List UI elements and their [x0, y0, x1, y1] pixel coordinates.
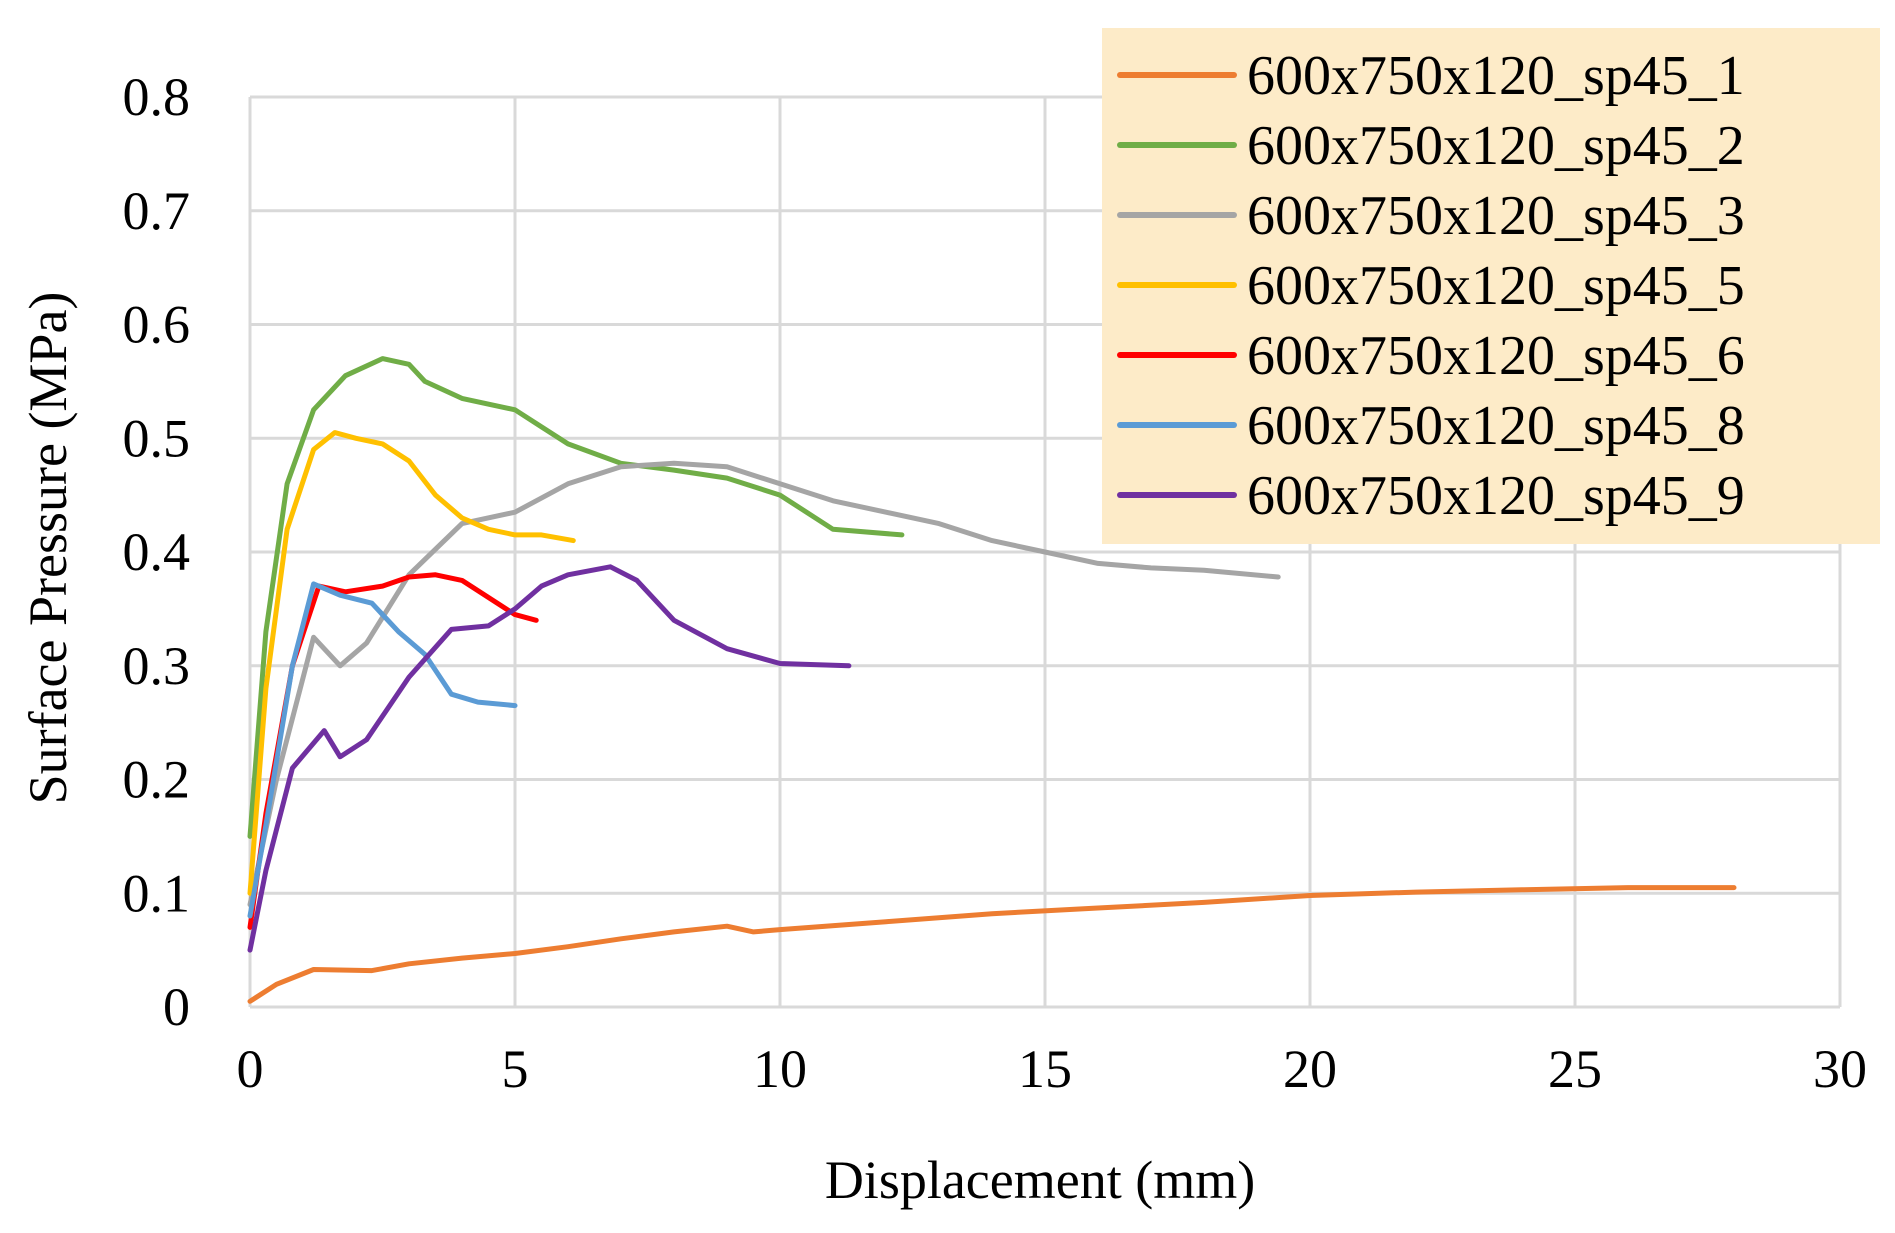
legend-label-1: 600x750x120_sp45_1 — [1247, 45, 1745, 107]
y-tick-label: 0.1 — [123, 863, 191, 923]
legend-label-7: 600x750x120_sp45_9 — [1247, 465, 1745, 527]
legend-label-3: 600x750x120_sp45_3 — [1247, 185, 1745, 247]
series-line-1 — [247, 885, 1737, 1004]
x-tick-label: 30 — [1813, 1039, 1867, 1099]
x-tick-label: 0 — [237, 1039, 264, 1099]
y-tick-label: 0.3 — [123, 636, 191, 696]
series-line-7 — [247, 564, 852, 953]
legend-label-5: 600x750x120_sp45_6 — [1247, 325, 1745, 387]
legend-label-4: 600x750x120_sp45_5 — [1247, 255, 1745, 317]
y-tick-label: 0.7 — [123, 181, 191, 241]
x-axis-title: Displacement (mm) — [825, 1150, 1255, 1210]
y-tick-label: 0.5 — [123, 408, 191, 468]
x-tick-label: 25 — [1548, 1039, 1602, 1099]
series-line-3 — [247, 460, 1281, 908]
y-tick-label: 0.2 — [123, 750, 191, 810]
x-tick-label: 15 — [1018, 1039, 1072, 1099]
x-tick-label: 20 — [1283, 1039, 1337, 1099]
y-tick-label: 0 — [163, 977, 190, 1037]
y-tick-label: 0.4 — [123, 522, 191, 582]
series-line-6 — [247, 581, 518, 919]
series-line-4 — [247, 430, 576, 896]
series-lines — [247, 356, 1737, 1004]
legend-label-6: 600x750x120_sp45_8 — [1247, 395, 1745, 457]
series-line-2 — [247, 356, 905, 839]
y-tick-label: 0.6 — [123, 295, 191, 355]
legend-label-2: 600x750x120_sp45_2 — [1247, 115, 1745, 177]
x-tick-label: 5 — [502, 1039, 529, 1099]
x-tick-label: 10 — [753, 1039, 807, 1099]
y-tick-label: 0.8 — [123, 67, 191, 127]
legend: 600x750x120_sp45_1 600x750x120_sp45_2 600x… — [1102, 28, 1880, 544]
tick-labels: 0 0.1 0.2 0.3 0.4 0.5 0.6 0.7 0.8 0 5 10 15 20 25 30 — [123, 67, 1868, 1099]
y-axis-title: Surface Pressure (MPa) — [18, 292, 78, 805]
